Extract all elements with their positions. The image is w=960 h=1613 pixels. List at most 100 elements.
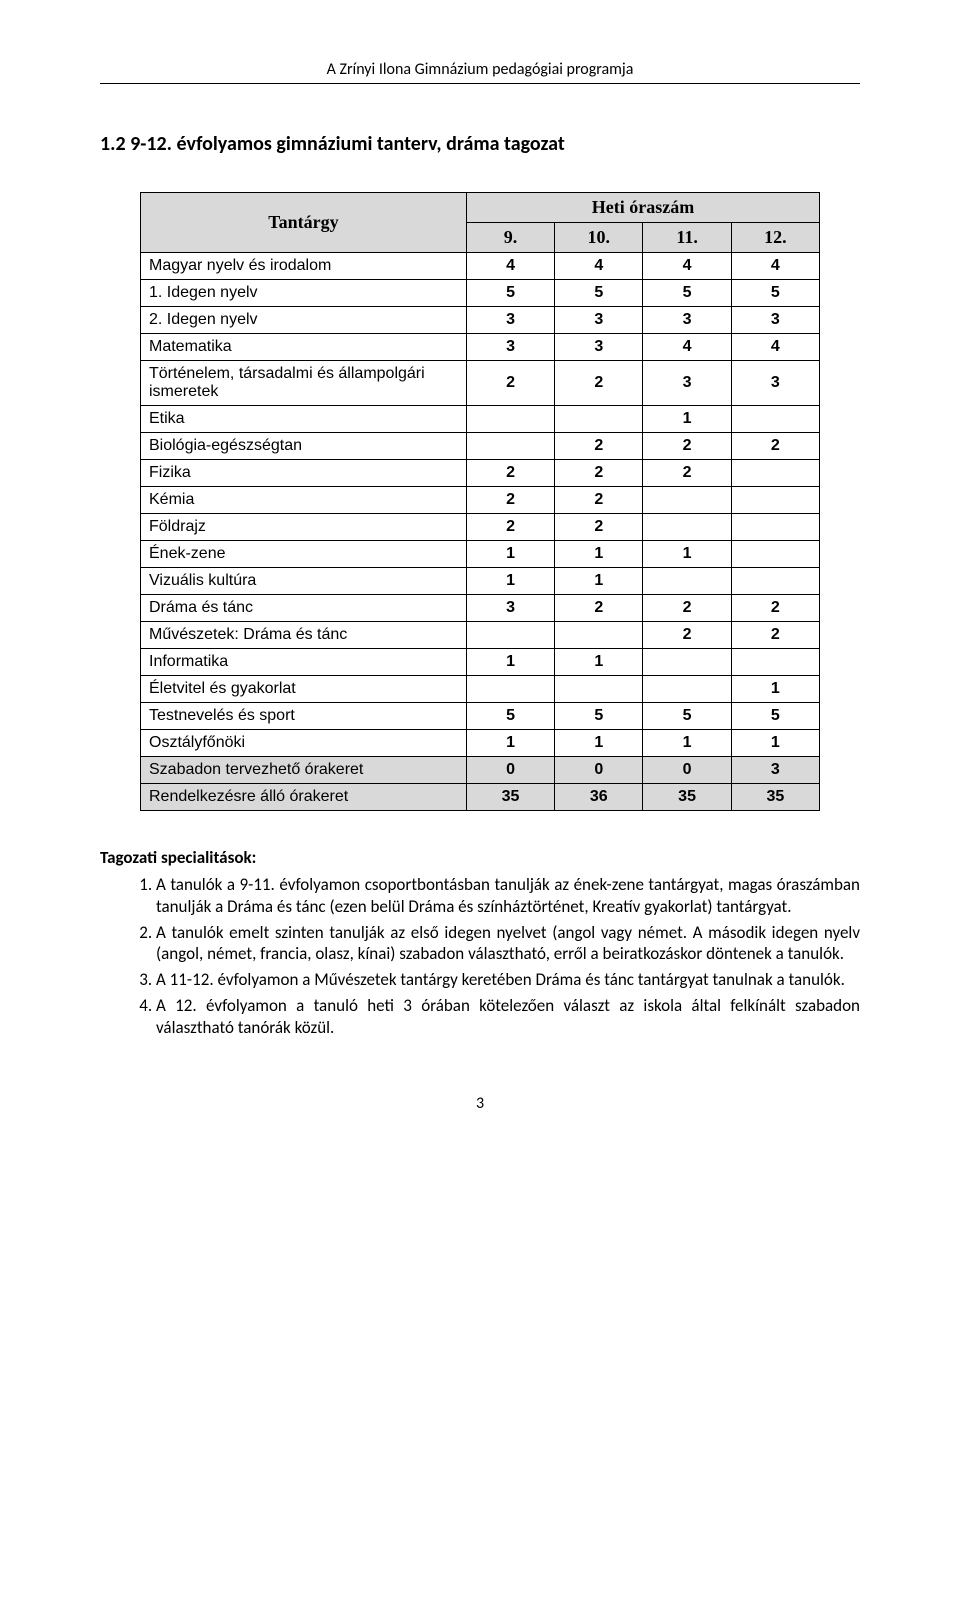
value-cell: 3: [731, 757, 819, 784]
table-row: Művészetek: Dráma és tánc 22: [141, 622, 820, 649]
subject-cell: Életvitel és gyakorlat: [141, 676, 467, 703]
value-cell: 3: [555, 334, 643, 361]
value-cell: 1: [466, 568, 554, 595]
value-cell: 4: [466, 253, 554, 280]
value-cell: [643, 649, 731, 676]
subject-cell: Rendelkezésre álló órakeret: [141, 784, 467, 811]
subject-cell: Ének-zene: [141, 541, 467, 568]
value-cell: 5: [643, 703, 731, 730]
value-cell: [643, 676, 731, 703]
curriculum-table: Tantárgy Heti óraszám 9. 10. 11. 12. Mag…: [140, 192, 820, 811]
value-cell: 4: [731, 253, 819, 280]
value-cell: [731, 460, 819, 487]
subject-cell: Dráma és tánc: [141, 595, 467, 622]
value-cell: 2: [643, 460, 731, 487]
value-cell: 2: [731, 595, 819, 622]
subject-cell: Művészetek: Dráma és tánc: [141, 622, 467, 649]
col-header-hours: Heti óraszám: [466, 193, 819, 223]
subject-cell: 1. Idegen nyelv: [141, 280, 467, 307]
value-cell: [555, 622, 643, 649]
table-row: 1. Idegen nyelv5555: [141, 280, 820, 307]
page-number: 3: [100, 1094, 860, 1113]
table-row: Osztályfőnöki1111: [141, 730, 820, 757]
value-cell: 5: [643, 280, 731, 307]
table-row: Fizika222: [141, 460, 820, 487]
section-title: 1.2 9-12. évfolyamos gimnáziumi tanterv,…: [100, 132, 860, 156]
value-cell: 1: [731, 676, 819, 703]
value-cell: 2: [731, 622, 819, 649]
value-cell: [466, 433, 554, 460]
value-cell: 2: [731, 433, 819, 460]
value-cell: 2: [466, 361, 554, 406]
subject-cell: Testnevelés és sport: [141, 703, 467, 730]
table-row: Szabadon tervezhető órakeret0003: [141, 757, 820, 784]
subject-cell: Informatika: [141, 649, 467, 676]
value-cell: 35: [731, 784, 819, 811]
value-cell: [466, 622, 554, 649]
value-cell: 3: [466, 307, 554, 334]
value-cell: 1: [555, 568, 643, 595]
value-cell: 2: [643, 433, 731, 460]
value-cell: 2: [643, 595, 731, 622]
value-cell: 1: [466, 541, 554, 568]
notes-list: A tanulók a 9-11. évfolyamon csoportbont…: [100, 874, 860, 1038]
value-cell: 5: [466, 703, 554, 730]
value-cell: [643, 568, 731, 595]
value-cell: 3: [466, 595, 554, 622]
notes-title: Tagozati specialitások:: [100, 847, 860, 868]
value-cell: 2: [555, 361, 643, 406]
value-cell: 36: [555, 784, 643, 811]
value-cell: 1: [466, 730, 554, 757]
subject-cell: Fizika: [141, 460, 467, 487]
value-cell: [731, 487, 819, 514]
subject-cell: Matematika: [141, 334, 467, 361]
value-cell: 4: [643, 334, 731, 361]
subject-cell: Vizuális kultúra: [141, 568, 467, 595]
table-row: Dráma és tánc3222: [141, 595, 820, 622]
value-cell: [731, 649, 819, 676]
value-cell: 3: [555, 307, 643, 334]
value-cell: 5: [731, 703, 819, 730]
value-cell: 2: [466, 514, 554, 541]
value-cell: 3: [643, 361, 731, 406]
value-cell: 3: [643, 307, 731, 334]
table-row: Etika1: [141, 406, 820, 433]
value-cell: 2: [466, 460, 554, 487]
table-row: Rendelkezésre álló órakeret35363535: [141, 784, 820, 811]
value-cell: 3: [731, 307, 819, 334]
col-header-subject: Tantárgy: [141, 193, 467, 253]
value-cell: 2: [643, 622, 731, 649]
value-cell: 2: [555, 595, 643, 622]
value-cell: 1: [466, 649, 554, 676]
value-cell: [555, 406, 643, 433]
table-row: Vizuális kultúra11: [141, 568, 820, 595]
value-cell: 0: [466, 757, 554, 784]
value-cell: 3: [466, 334, 554, 361]
table-row: Biológia-egészségtan222: [141, 433, 820, 460]
table-row: Informatika11: [141, 649, 820, 676]
subject-cell: Magyar nyelv és irodalom: [141, 253, 467, 280]
value-cell: 0: [643, 757, 731, 784]
value-cell: [731, 514, 819, 541]
value-cell: 1: [643, 406, 731, 433]
table-row: Történelem, társadalmi és állampolgári i…: [141, 361, 820, 406]
value-cell: 1: [643, 541, 731, 568]
value-cell: [731, 541, 819, 568]
value-cell: 5: [555, 703, 643, 730]
value-cell: 2: [466, 487, 554, 514]
table-row: Ének-zene111: [141, 541, 820, 568]
value-cell: [731, 406, 819, 433]
value-cell: 5: [731, 280, 819, 307]
value-cell: 35: [466, 784, 554, 811]
table-row: Matematika3344: [141, 334, 820, 361]
value-cell: 2: [555, 460, 643, 487]
grade-header-10: 10.: [555, 223, 643, 253]
subject-cell: Osztályfőnöki: [141, 730, 467, 757]
note-item: A 11-12. évfolyamon a Művészetek tantárg…: [156, 969, 860, 991]
value-cell: 2: [555, 514, 643, 541]
value-cell: 1: [643, 730, 731, 757]
value-cell: 1: [555, 649, 643, 676]
table-header-row: Tantárgy Heti óraszám: [141, 193, 820, 223]
document-page: A Zrínyi Ilona Gimnázium pedagógiai prog…: [0, 0, 960, 1193]
table-row: Kémia22: [141, 487, 820, 514]
